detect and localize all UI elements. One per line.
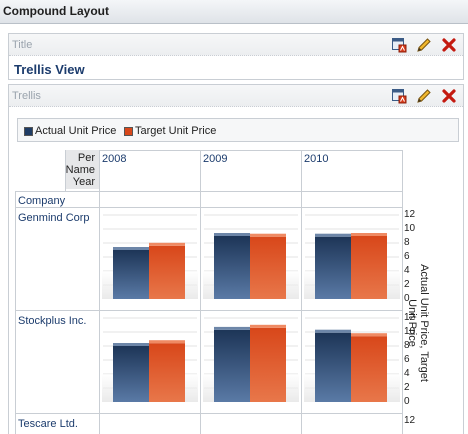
y-tick-label: 12 [404, 312, 416, 323]
bar-actual-2009[interactable] [214, 329, 250, 402]
trellis-view-header: Trellis [9, 85, 463, 107]
grid-line [15, 413, 403, 414]
column-header-2010: 2010 [304, 153, 329, 165]
y-tick-label: 12 [404, 209, 416, 220]
grid-line [15, 191, 403, 192]
delete-x-icon[interactable] [441, 88, 457, 104]
header-label: Per Name Year [65, 152, 95, 188]
column-header-2009: 2009 [203, 153, 228, 165]
row-header-tescare: Tescare Ltd. [18, 418, 78, 430]
y-tick-label: 0 [404, 396, 410, 407]
trellis-view-toolbar [391, 88, 457, 104]
y-tick-label: 6 [404, 354, 410, 365]
bar-actual-2009[interactable] [214, 236, 250, 299]
y-tick-label: 10 [404, 326, 416, 337]
title-view-toolbar [391, 37, 457, 53]
row-header-stockplus: Stockplus Inc. [18, 315, 87, 327]
bar-actual-2008[interactable] [113, 250, 149, 299]
header-label-name: Name [65, 164, 95, 176]
y-tick-label: 4 [404, 265, 410, 276]
header-corner [65, 150, 99, 189]
header-label-year: Year [72, 176, 95, 188]
grid-line [99, 150, 100, 434]
y-tick-label: 6 [404, 251, 410, 262]
properties-icon[interactable] [391, 37, 407, 53]
trellis-view-heading: Trellis View [14, 62, 85, 77]
chart-legend: Actual Unit Price Target Unit Price [17, 118, 459, 142]
grid-line [65, 150, 66, 191]
legend-swatch-target [124, 126, 133, 136]
title-view: Title Trellis View [8, 33, 464, 80]
y-tick-label: 2 [404, 279, 410, 290]
grid-line [99, 150, 403, 151]
bar-top-face [113, 247, 149, 250]
legend-label-actual: Actual Unit Price [35, 125, 117, 137]
y-tick-label: 0 [404, 293, 410, 304]
bar-target-2010[interactable] [351, 236, 387, 299]
pencil-edit-icon[interactable] [416, 37, 432, 53]
grid-line [15, 191, 16, 434]
row-header-company: Company [18, 195, 66, 207]
bar-top-face [149, 242, 185, 246]
bar-target-2010[interactable] [351, 336, 387, 402]
legend-item-actual: Actual Unit Price [24, 125, 116, 137]
bar-top-face [113, 343, 149, 346]
bar-target-2009[interactable] [250, 236, 286, 299]
bar-top-face [250, 233, 286, 237]
legend-label-target: Target Unit Price [135, 125, 217, 137]
y-tick-label: 10 [404, 223, 416, 234]
properties-icon[interactable] [391, 88, 407, 104]
bar-top-face [351, 333, 387, 337]
y-tick-label: 12 [404, 415, 416, 426]
y-tick-label: 8 [404, 340, 410, 351]
legend-swatch-actual [24, 126, 33, 136]
y-axis-title: Actual Unit Price, Target Unit Price [406, 264, 430, 382]
page-title: Compound Layout [3, 4, 109, 18]
bar-target-2008[interactable] [149, 245, 185, 299]
y-tick-label: 2 [404, 382, 410, 393]
bar-top-face [214, 326, 250, 330]
y-tick-label: 8 [404, 237, 410, 248]
grid-line [301, 150, 302, 434]
bar-actual-2010[interactable] [315, 236, 351, 299]
delete-x-icon[interactable] [441, 37, 457, 53]
grid-line [15, 310, 403, 311]
bar-target-2009[interactable] [250, 327, 286, 402]
bar-target-2008[interactable] [149, 343, 185, 402]
pencil-edit-icon[interactable] [416, 88, 432, 104]
bar-top-face [250, 324, 286, 328]
title-view-label: Title [12, 39, 33, 51]
bar-top-face [315, 233, 351, 237]
grid-line [402, 150, 403, 434]
header-label-per: Per [77, 152, 95, 164]
bar-actual-2008[interactable] [113, 346, 149, 402]
trellis-view-label: Trellis [12, 90, 41, 102]
bar-top-face [149, 340, 185, 344]
y-tick-label: 4 [404, 368, 410, 379]
page-header: Compound Layout [0, 0, 468, 24]
bar-actual-2010[interactable] [315, 332, 351, 402]
bar-top-face [214, 233, 250, 236]
row-header-genmind: Genmind Corp [18, 212, 90, 224]
legend-item-target: Target Unit Price [124, 125, 216, 137]
title-view-header: Title [9, 34, 463, 56]
column-header-2008: 2008 [102, 153, 127, 165]
bar-top-face [351, 233, 387, 236]
grid-line [15, 207, 403, 208]
grid-line [200, 150, 201, 434]
bar-top-face [315, 329, 351, 333]
